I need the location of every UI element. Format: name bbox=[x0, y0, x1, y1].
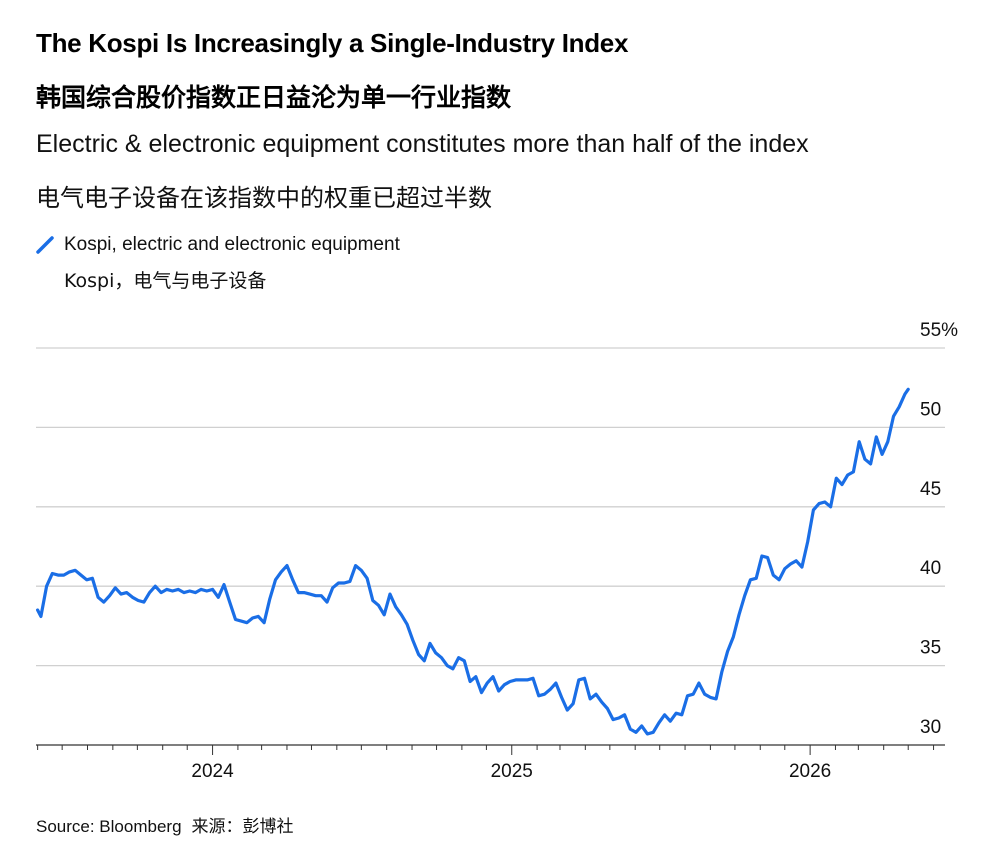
legend-label-chinese: Kospi，电气与电子设备 bbox=[64, 270, 267, 292]
x-tick-label-2025: 2025 bbox=[491, 761, 533, 782]
chart-title-chinese: 韩国综合股价指数正日益沦为单一行业指数 bbox=[36, 83, 512, 112]
y-axis-labels: 30 35 40 45 50 55% bbox=[920, 320, 958, 738]
legend-label: Kospi, electric and electronic equipment bbox=[64, 234, 400, 255]
series-line-0 bbox=[36, 387, 910, 736]
y-tick-label-30: 30 bbox=[920, 717, 941, 738]
source-label-chinese: 来源：彭博社 bbox=[191, 817, 294, 836]
y-tick-label-35: 35 bbox=[920, 638, 941, 659]
y-tick-label-55: 55% bbox=[920, 320, 958, 341]
x-tick-label-2024: 2024 bbox=[191, 761, 234, 782]
series-layer bbox=[36, 387, 910, 736]
source-note: Source: Bloomberg 来源：彭博社 bbox=[36, 812, 304, 837]
y-tick-label-45: 45 bbox=[920, 479, 941, 500]
source-label: Source: Bloomberg bbox=[36, 817, 182, 836]
chart-subtitle: Electric & electronic equipment constitu… bbox=[36, 130, 809, 158]
legend-item: Kospi, electric and electronic equipment bbox=[36, 232, 400, 258]
chart-subtitle-chinese: 电气电子设备在该指数中的权重已超过半数 bbox=[36, 184, 492, 212]
x-tick-label-2026: 2026 bbox=[789, 761, 831, 782]
chart-title: The Kospi Is Increasingly a Single-Indus… bbox=[36, 28, 629, 58]
x-axis: 2024 2025 2026 bbox=[36, 744, 945, 782]
y-tick-label-50: 50 bbox=[920, 399, 941, 420]
legend: Kospi, electric and electronic equipment bbox=[36, 232, 400, 258]
gridlines bbox=[36, 347, 945, 667]
legend-line-icon bbox=[36, 236, 54, 254]
y-tick-label-40: 40 bbox=[920, 558, 941, 579]
